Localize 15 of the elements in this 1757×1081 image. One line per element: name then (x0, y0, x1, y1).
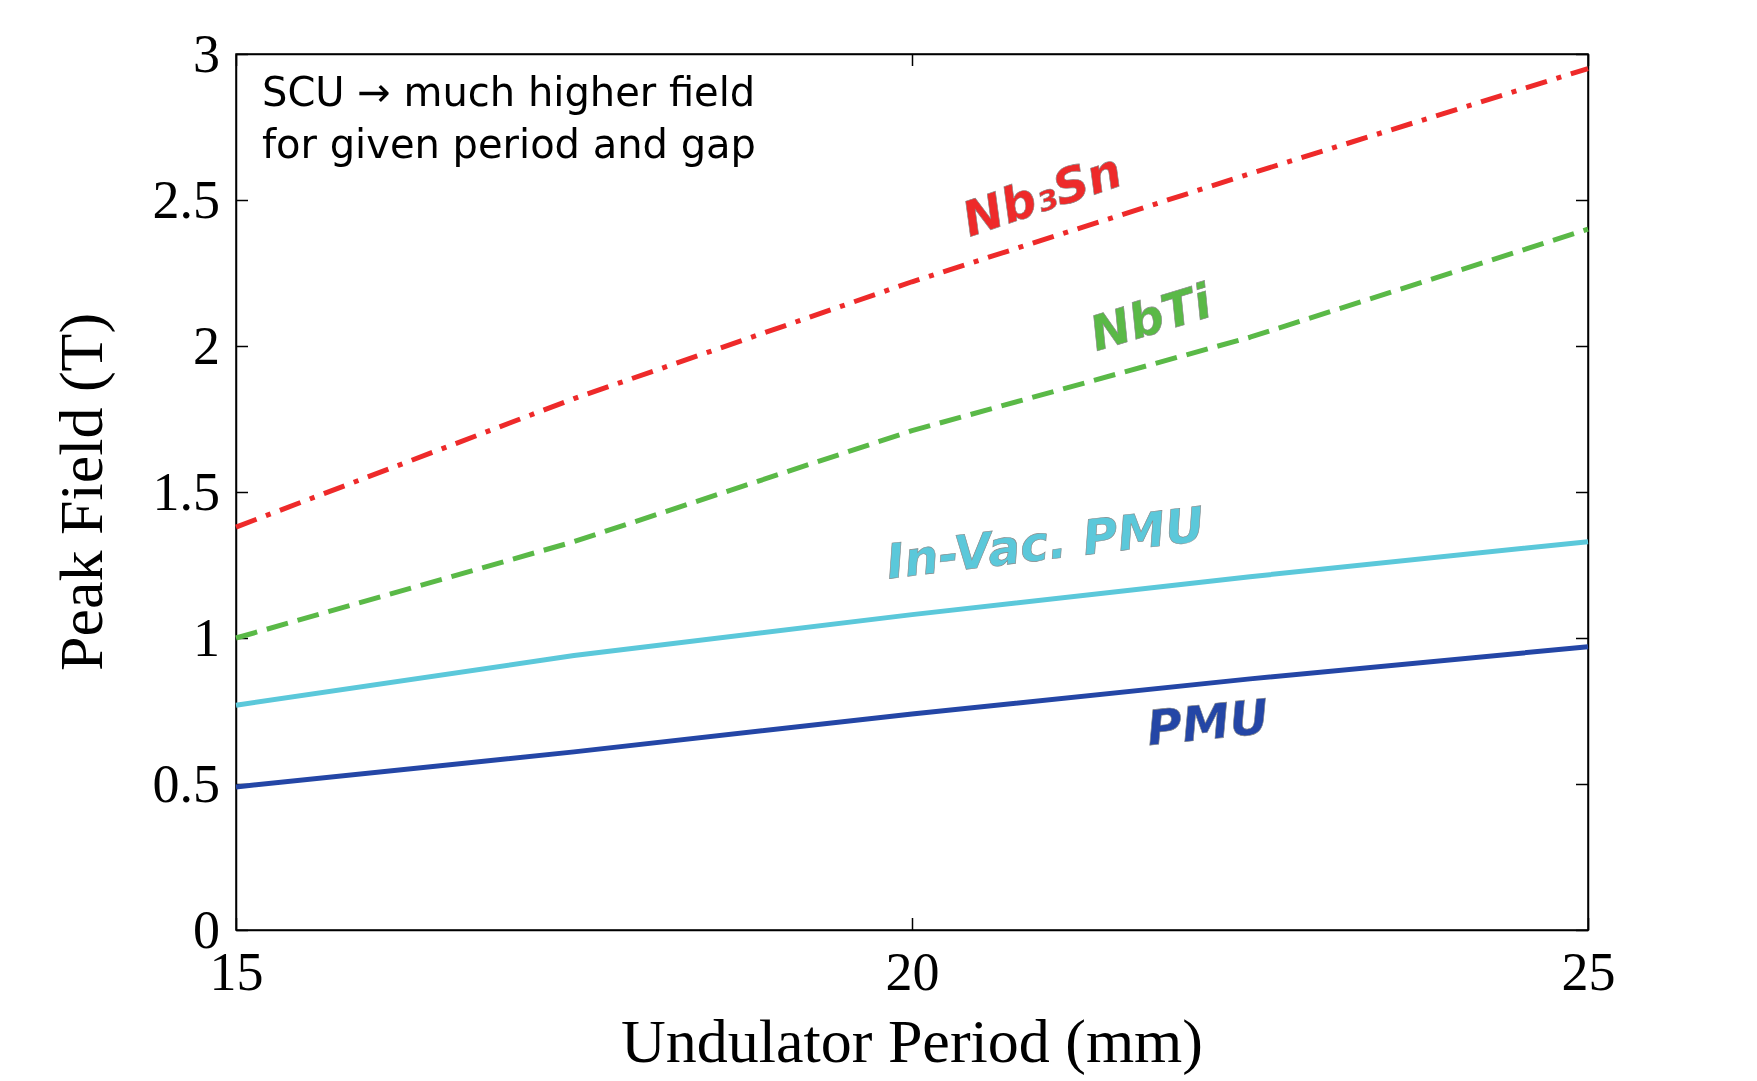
y-tick-label: 1.5 (152, 461, 220, 522)
text: In-Vac. PMU (883, 495, 1208, 590)
y-tick-label: 1 (193, 607, 220, 668)
x-axis-title: Undulator Period (mm) (620, 1007, 1204, 1076)
y-tick-label: 3 (193, 23, 220, 84)
text: PMU (1144, 688, 1272, 757)
annotation: SCU → much higher field for given period and gap (262, 69, 756, 167)
text: NbTi (1083, 272, 1219, 362)
y-tick-label: 2 (193, 315, 220, 376)
x-tick-label: 25 (1561, 942, 1616, 1003)
x-tick-label: 20 (885, 942, 940, 1003)
y-tick-label: 2.5 (152, 169, 220, 230)
y-tick-label: 0.5 (152, 753, 220, 814)
y-axis-title: Peak Field (T) (47, 312, 116, 672)
text: Nb₃Sn (954, 141, 1129, 248)
